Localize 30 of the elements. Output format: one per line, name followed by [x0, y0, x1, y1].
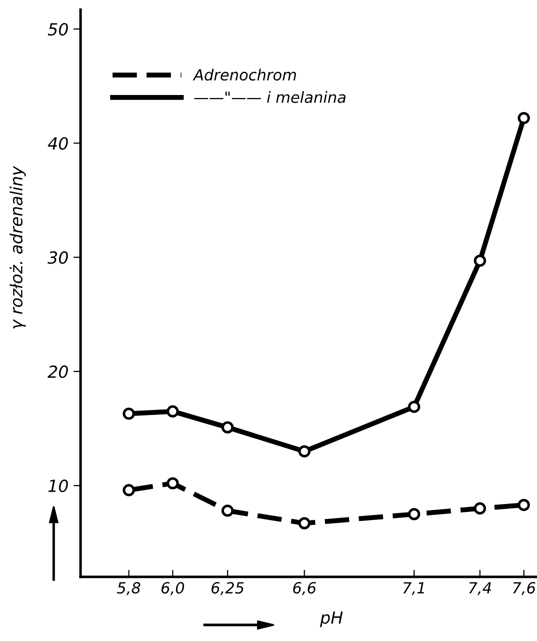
- x-tick-label: 7,1: [403, 582, 424, 596]
- x-tick-label: 6,25: [212, 582, 244, 596]
- legend-label: ——"—— i melanina: [194, 91, 346, 103]
- point: [221, 421, 234, 434]
- point: [122, 408, 135, 420]
- y-tick-label: 10: [48, 480, 68, 492]
- y-tick-label: 40: [48, 137, 68, 150]
- point: [298, 445, 310, 458]
- point: [518, 112, 530, 124]
- x-tick-label: 6,0: [162, 582, 184, 596]
- x-axis-title: pH: [320, 611, 343, 628]
- point: [166, 477, 179, 490]
- y-tick-label: 30: [48, 251, 68, 264]
- x-tick-label: 5,8: [116, 582, 140, 596]
- point: [474, 254, 486, 267]
- point: [518, 498, 530, 512]
- y-axis-title: γ rozłoż. adrenaliny: [10, 166, 26, 328]
- point: [221, 504, 234, 517]
- legend-label: Adrenochrom: [192, 68, 296, 81]
- y-tick-label: 20: [48, 365, 68, 378]
- x-tick-label: 6,6: [293, 582, 316, 596]
- point: [298, 517, 310, 530]
- point: [408, 508, 420, 520]
- y-tick-label: 50: [48, 22, 68, 36]
- x-tick-label: 7,4: [469, 582, 492, 596]
- point: [474, 502, 486, 515]
- x-tick-label: 7,6: [513, 582, 536, 596]
- point: [166, 405, 179, 418]
- point: [408, 400, 420, 413]
- point: [122, 484, 135, 496]
